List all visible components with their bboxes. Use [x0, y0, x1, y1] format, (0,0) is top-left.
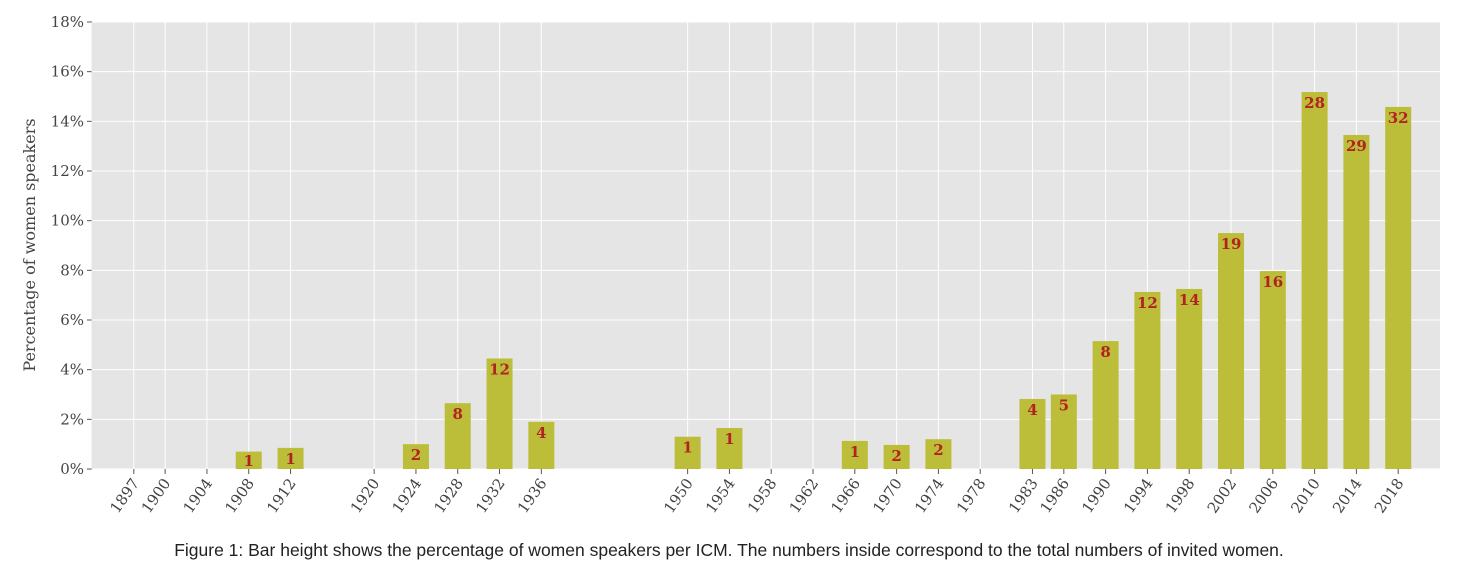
- bar: [444, 403, 471, 469]
- bar: [674, 436, 701, 469]
- y-tick-label: 16%: [51, 63, 84, 81]
- bar-count-label: 2: [411, 446, 421, 464]
- bar-count-label: 19: [1221, 235, 1242, 253]
- y-tick-label: 4%: [60, 361, 84, 379]
- bar-count-label: 12: [1137, 294, 1158, 312]
- bar: [528, 421, 555, 469]
- x-tick-label: 1954: [702, 475, 739, 517]
- x-tick-label: 1897: [106, 475, 143, 517]
- bar-count-label: 4: [1027, 401, 1037, 419]
- y-tick-label: 10%: [51, 212, 84, 230]
- bar: [841, 440, 868, 469]
- y-tick-label: 6%: [60, 311, 84, 329]
- x-tick-label: 1978: [953, 475, 990, 517]
- bar-count-label: 1: [285, 450, 295, 468]
- x-tick-label: 1936: [514, 475, 551, 517]
- bar-count-label: 8: [453, 405, 463, 423]
- x-tick-label: 2018: [1371, 475, 1408, 517]
- x-tick-label: 2014: [1329, 475, 1366, 517]
- x-tick-label: 1908: [221, 475, 258, 517]
- x-tick-label: 1990: [1078, 475, 1115, 517]
- x-tick-label: 1966: [827, 475, 864, 517]
- bar-count-label: 14: [1179, 291, 1200, 309]
- x-tick-label: 1998: [1162, 475, 1199, 517]
- bar-count-label: 32: [1388, 109, 1409, 127]
- x-tick-label: 1970: [869, 475, 906, 517]
- x-tick-label: 1986: [1036, 475, 1073, 517]
- y-tick-label: 14%: [51, 112, 84, 130]
- bar-count-label: 1: [682, 439, 692, 457]
- bar-count-label: 1: [850, 443, 860, 461]
- y-tick-label: 12%: [51, 162, 84, 180]
- y-axis: 0% 2% 4% 6% 8% 10% 12% 14% 16% 18%: [51, 13, 93, 478]
- x-tick-label: 1962: [786, 475, 823, 517]
- x-tick-label: 2006: [1245, 475, 1282, 517]
- bar-count-label: 1: [244, 452, 254, 470]
- bar: [1176, 288, 1203, 469]
- bar: [1385, 106, 1412, 470]
- bar: [486, 358, 513, 469]
- bar: [402, 444, 429, 469]
- bar: [277, 447, 304, 469]
- bar: [1092, 341, 1119, 469]
- figure-caption: Figure 1: Bar height shows the percentag…: [174, 540, 1284, 560]
- x-tick-label: 1958: [744, 475, 781, 517]
- x-tick-label: 1983: [1005, 475, 1042, 517]
- bar: [1343, 134, 1370, 469]
- x-tick-label: 1904: [180, 475, 217, 517]
- bar-count-label: 2: [891, 447, 901, 465]
- bar: [1301, 92, 1328, 469]
- bar-count-label: 8: [1100, 343, 1110, 361]
- bar-count-label: 2: [933, 441, 943, 459]
- bar-count-label: 28: [1304, 94, 1325, 112]
- y-axis-label: Percentage of women speakers: [20, 118, 39, 371]
- bar-count-label: 5: [1059, 397, 1069, 415]
- y-tick-label: 0%: [60, 460, 84, 478]
- x-tick-label: 1974: [911, 475, 948, 517]
- bar: [716, 428, 743, 469]
- x-tick-label: 1950: [660, 475, 697, 517]
- bar: [235, 451, 262, 469]
- bar-count-label: 16: [1262, 273, 1283, 291]
- bar: [1218, 233, 1245, 469]
- x-tick-label: 1994: [1120, 475, 1157, 517]
- x-tick-label: 1928: [430, 475, 467, 517]
- bar: [1019, 398, 1046, 469]
- bar-count-label: 4: [536, 424, 546, 442]
- bar: [1134, 291, 1161, 469]
- x-tick-label: 2002: [1204, 475, 1241, 517]
- y-tick-label: 8%: [60, 261, 84, 279]
- x-tick-label: 1900: [138, 475, 175, 517]
- bar-count-label: 29: [1346, 137, 1367, 155]
- y-tick-label: 18%: [51, 13, 84, 31]
- x-tick-label: 1924: [389, 475, 426, 517]
- bar: [1050, 394, 1077, 469]
- x-tick-label: 1932: [472, 475, 509, 517]
- plot-background: [92, 22, 1440, 469]
- bar: [925, 439, 952, 469]
- x-tick-label: 1912: [263, 475, 300, 517]
- bar-count-label: 1: [724, 430, 734, 448]
- bar: [883, 444, 910, 469]
- x-tick-label: 1920: [347, 475, 384, 517]
- x-tick-label: 2010: [1287, 475, 1324, 517]
- bar-count-label: 12: [489, 360, 510, 378]
- bar: [1259, 271, 1286, 469]
- y-tick-label: 2%: [60, 410, 84, 428]
